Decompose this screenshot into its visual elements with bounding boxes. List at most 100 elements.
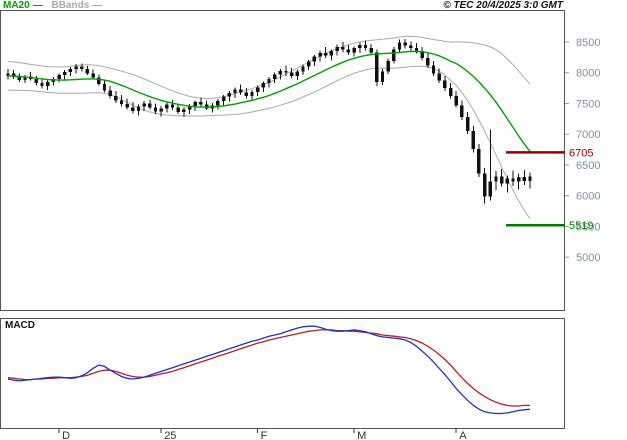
candle-body xyxy=(522,177,527,181)
candle-body xyxy=(511,178,515,182)
candle-body xyxy=(278,70,283,75)
candle-body xyxy=(471,131,475,149)
candle-body xyxy=(358,45,362,49)
y-axis-tick-label: 7000 xyxy=(576,129,600,141)
candle-body xyxy=(97,77,101,84)
candle-body xyxy=(108,90,112,97)
macd-panel-border xyxy=(0,318,565,429)
candle-body xyxy=(289,72,294,76)
candle-body xyxy=(380,71,385,82)
candle-body xyxy=(11,73,16,78)
ma20-legend-swatch: — xyxy=(32,0,43,11)
x-axis-tick-label: 25 xyxy=(164,430,176,440)
resistance-level-label: 6705 xyxy=(569,147,593,159)
macd-line xyxy=(7,325,531,415)
candle-body xyxy=(136,106,141,111)
candle-body xyxy=(80,66,84,70)
candle-body xyxy=(341,46,345,50)
candle-body xyxy=(477,148,481,174)
candle-body xyxy=(454,96,458,106)
candle-body xyxy=(426,57,430,66)
candle-body xyxy=(244,92,249,97)
candle-body xyxy=(414,48,419,52)
x-axis-tick-label: D xyxy=(62,430,70,440)
candle-body xyxy=(68,69,73,73)
candle-body xyxy=(505,178,510,184)
copyright-text: © TEC 20/4/2025 3:0 GMT xyxy=(443,0,563,11)
macd-panel-label: MACD xyxy=(5,320,35,331)
candle-body xyxy=(238,89,243,93)
candle-body xyxy=(170,104,175,108)
candle-body xyxy=(516,177,521,182)
candle-body xyxy=(255,87,260,92)
candle-body xyxy=(397,42,402,50)
price-panel-border xyxy=(0,10,565,311)
candle-body xyxy=(499,176,504,184)
candle-body xyxy=(312,56,317,62)
candle-body xyxy=(63,72,67,76)
candle-body xyxy=(17,77,22,81)
candle-body xyxy=(119,100,124,105)
candle-body xyxy=(375,52,379,82)
macd-signal-line xyxy=(7,329,530,407)
ma20-legend-label: MA20 xyxy=(3,0,30,11)
bbands-legend-swatch: — xyxy=(92,0,103,11)
candle-body xyxy=(352,48,356,53)
candle-body xyxy=(431,65,436,74)
candle-body xyxy=(74,66,78,70)
y-axis-tick-label: 7500 xyxy=(576,98,600,110)
y-axis-tick-label: 5500 xyxy=(576,221,600,233)
x-axis-tick-label: F xyxy=(261,430,268,440)
candle-body xyxy=(403,42,407,46)
y-axis-tick-label: 8000 xyxy=(576,68,600,80)
candle-body xyxy=(437,73,441,81)
x-axis-tick-label: A xyxy=(459,430,467,440)
candle-body xyxy=(346,49,351,53)
candle-body xyxy=(153,107,158,112)
candle-body xyxy=(176,107,180,113)
candle-body xyxy=(250,91,254,97)
y-axis-tick-label: 6500 xyxy=(576,160,600,172)
candle-body xyxy=(125,104,129,108)
candle-body xyxy=(85,69,90,74)
candle-body xyxy=(267,78,271,84)
candle-body xyxy=(159,108,163,112)
legend: MA20— BBands — xyxy=(3,0,108,11)
candle-body xyxy=(284,70,288,73)
candle-body xyxy=(46,81,50,87)
candle-body xyxy=(165,104,169,109)
candle-body xyxy=(34,78,39,84)
candle-body xyxy=(23,76,27,81)
candle-body xyxy=(272,74,277,79)
candle-body xyxy=(114,96,118,101)
candle-body xyxy=(465,116,470,132)
candle-body xyxy=(57,75,61,79)
candle-body xyxy=(386,61,390,72)
candle-body xyxy=(221,96,226,101)
candle-body xyxy=(443,80,447,89)
candle-body xyxy=(199,102,203,105)
y-axis-tick-label: 6000 xyxy=(576,191,600,203)
candle-body xyxy=(460,105,464,117)
candle-body xyxy=(131,107,135,111)
candle-body xyxy=(307,61,311,67)
ma20-line xyxy=(7,50,531,152)
candle-body xyxy=(295,71,300,76)
candle-body xyxy=(448,88,453,97)
support-level-label: 5519 xyxy=(569,220,593,232)
candle-body xyxy=(216,100,220,106)
candle-body xyxy=(102,83,107,91)
candle-body xyxy=(148,103,152,108)
candle-body xyxy=(528,176,532,181)
candle-body xyxy=(193,102,197,106)
candle-body xyxy=(324,53,328,56)
x-axis-tick-label: M xyxy=(357,430,366,440)
candle-body xyxy=(488,181,492,197)
candle-body xyxy=(329,51,334,56)
candle-body xyxy=(182,109,186,113)
candle-body xyxy=(187,105,192,110)
candle-body xyxy=(392,49,396,62)
y-axis-tick-label: 8500 xyxy=(576,37,600,49)
